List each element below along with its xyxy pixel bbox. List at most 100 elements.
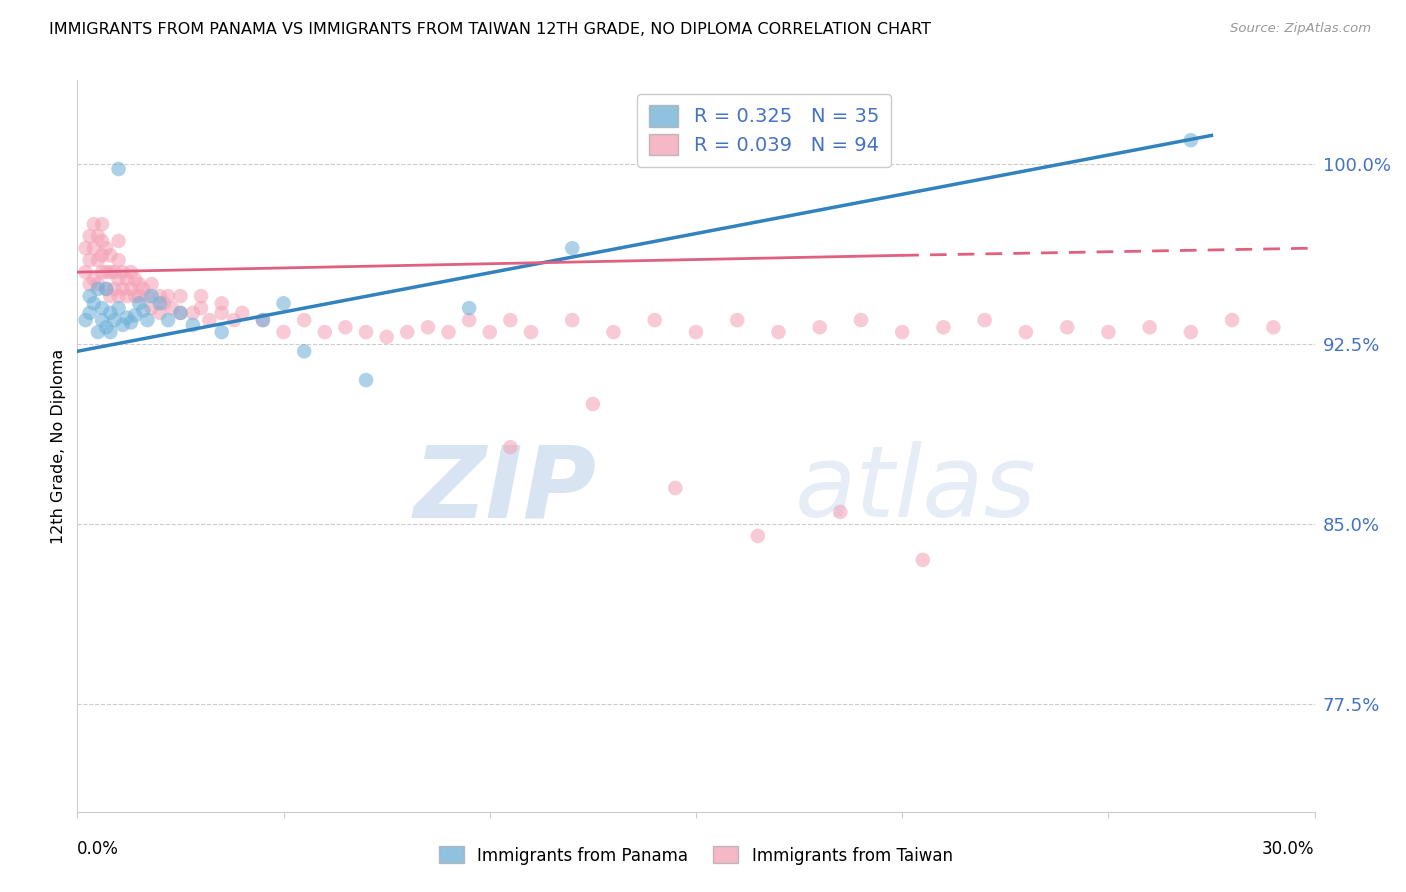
Point xyxy=(561,313,583,327)
Point xyxy=(91,234,114,248)
Point xyxy=(91,217,114,231)
Point xyxy=(458,301,481,315)
Point xyxy=(103,313,125,327)
Point xyxy=(354,373,377,387)
Text: atlas: atlas xyxy=(794,442,1036,539)
Point xyxy=(292,313,315,327)
Point xyxy=(1056,320,1078,334)
Point xyxy=(416,320,439,334)
Point xyxy=(664,481,686,495)
Point xyxy=(136,289,159,303)
Point xyxy=(335,320,357,334)
Point xyxy=(75,241,97,255)
Point xyxy=(375,330,398,344)
Point xyxy=(1263,320,1285,334)
Point xyxy=(190,289,212,303)
Point xyxy=(273,296,295,310)
Point xyxy=(141,301,163,315)
Point xyxy=(96,241,118,255)
Point xyxy=(98,325,121,339)
Point xyxy=(157,313,180,327)
Point xyxy=(849,313,872,327)
Point xyxy=(561,241,583,255)
Point xyxy=(437,325,460,339)
Point xyxy=(169,306,191,320)
Point xyxy=(141,289,163,303)
Point xyxy=(1180,133,1202,147)
Point xyxy=(120,282,142,296)
Point xyxy=(120,316,142,330)
Point xyxy=(830,505,852,519)
Point xyxy=(169,289,191,303)
Point xyxy=(932,320,955,334)
Point xyxy=(1180,325,1202,339)
Point xyxy=(1139,320,1161,334)
Point xyxy=(111,282,134,296)
Point xyxy=(107,253,129,268)
Point xyxy=(120,265,142,279)
Point xyxy=(458,313,481,327)
Point xyxy=(79,289,101,303)
Point xyxy=(153,296,176,310)
Point xyxy=(499,440,522,454)
Point xyxy=(107,161,129,176)
Point xyxy=(98,306,121,320)
Point xyxy=(160,301,183,315)
Point xyxy=(79,277,101,292)
Y-axis label: 12th Grade, No Diploma: 12th Grade, No Diploma xyxy=(51,349,66,543)
Point xyxy=(520,325,543,339)
Text: ZIP: ZIP xyxy=(413,442,598,539)
Point xyxy=(96,320,118,334)
Point xyxy=(808,320,831,334)
Point xyxy=(115,289,138,303)
Point xyxy=(396,325,419,339)
Point xyxy=(132,303,155,318)
Text: 0.0%: 0.0% xyxy=(77,840,120,858)
Point xyxy=(103,282,125,296)
Point xyxy=(96,265,118,279)
Point xyxy=(79,306,101,320)
Text: 30.0%: 30.0% xyxy=(1263,840,1315,858)
Point xyxy=(91,313,114,327)
Point xyxy=(478,325,501,339)
Point xyxy=(211,296,233,310)
Point xyxy=(911,553,934,567)
Point xyxy=(83,272,105,286)
Point xyxy=(198,313,221,327)
Point xyxy=(83,217,105,231)
Point xyxy=(98,248,121,262)
Text: IMMIGRANTS FROM PANAMA VS IMMIGRANTS FROM TAIWAN 12TH GRADE, NO DIPLOMA CORRELAT: IMMIGRANTS FROM PANAMA VS IMMIGRANTS FRO… xyxy=(49,22,931,37)
Point xyxy=(149,289,172,303)
Point xyxy=(149,296,172,310)
Point xyxy=(891,325,914,339)
Point xyxy=(115,310,138,325)
Point xyxy=(96,282,118,296)
Point xyxy=(98,289,121,303)
Point xyxy=(747,529,769,543)
Text: Source: ZipAtlas.com: Source: ZipAtlas.com xyxy=(1230,22,1371,36)
Point xyxy=(1015,325,1038,339)
Point xyxy=(499,313,522,327)
Point xyxy=(103,265,125,279)
Point xyxy=(157,289,180,303)
Point xyxy=(96,282,118,296)
Point xyxy=(107,289,129,303)
Point xyxy=(128,296,150,310)
Point xyxy=(107,272,129,286)
Point xyxy=(181,318,204,332)
Point xyxy=(292,344,315,359)
Point xyxy=(128,277,150,292)
Point xyxy=(1220,313,1243,327)
Point xyxy=(83,296,105,310)
Point xyxy=(79,229,101,244)
Point xyxy=(644,313,666,327)
Point xyxy=(211,306,233,320)
Point xyxy=(107,234,129,248)
Point xyxy=(87,277,110,292)
Point xyxy=(98,265,121,279)
Point xyxy=(132,282,155,296)
Point xyxy=(222,313,245,327)
Point xyxy=(1097,325,1119,339)
Point xyxy=(75,313,97,327)
Point xyxy=(111,265,134,279)
